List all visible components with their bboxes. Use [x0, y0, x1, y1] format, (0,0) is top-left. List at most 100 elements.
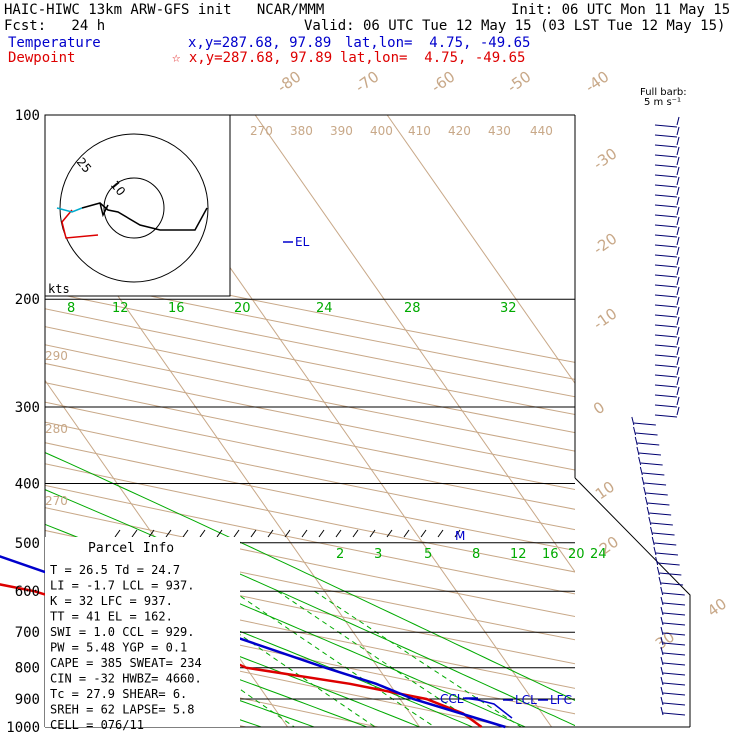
wind-barb-flag: [651, 536, 655, 546]
wind-barb-flag: [676, 406, 680, 416]
wind-barb-flag: [676, 286, 680, 296]
wind-barb-shaft: [649, 512, 672, 516]
wind-barb-shaft: [657, 562, 680, 566]
mixing-ratio-label: 3: [374, 547, 382, 562]
wind-barb-flag: [676, 156, 680, 166]
wind-barb-shaft: [654, 394, 678, 398]
wind-barbs: Full barb:5 m s⁻¹: [631, 87, 687, 716]
wind-barb-flag: [676, 306, 680, 316]
wind-barb-shaft: [654, 154, 678, 158]
wind-barb-shaft: [654, 374, 678, 378]
temperature-legend-label: Temperature: [8, 35, 101, 51]
wind-barb-shaft: [662, 592, 685, 596]
ccl-marker: CCL: [440, 692, 464, 706]
wind-barb-flag: [638, 456, 642, 466]
wind-barb-shaft: [654, 364, 678, 368]
wind-barb-shaft: [637, 442, 660, 446]
pressure-label-800: 800: [15, 661, 40, 677]
header-line1-right: Init: 06 UTC Mon 11 May 15: [511, 2, 731, 18]
wind-barb-flag: [634, 436, 638, 446]
wind-barb-shaft: [654, 134, 678, 138]
parcel-info-row: K = 32 LFC = 937.: [50, 594, 173, 608]
wind-barb-flag: [676, 166, 680, 176]
wind-barb-flag: [676, 196, 680, 206]
wind-barb-shaft: [654, 284, 678, 288]
wind-barb-shaft: [662, 682, 686, 686]
wind-barb-shaft: [662, 662, 686, 666]
wind-barb-flag: [676, 266, 680, 276]
freezing-level-tick: [233, 529, 240, 538]
wind-barb-shaft: [654, 404, 678, 408]
pressure-label-100: 100: [15, 108, 40, 124]
wind-barb-shaft: [654, 354, 678, 358]
wind-barb-shaft: [654, 244, 678, 248]
pressure-label-1000: 1000: [6, 720, 40, 736]
dewpoint-latlon: lat,lon= 4.75, -49.65: [340, 50, 526, 66]
wind-barb-flag: [676, 386, 680, 396]
isotherm-label: -10: [590, 304, 620, 333]
hodograph-trace-loop: [99, 202, 109, 218]
parcel-trace: [462, 697, 513, 719]
pressure-label-500: 500: [15, 536, 40, 552]
isotherm-label: -50: [504, 67, 534, 96]
wind-barb-flag: [639, 466, 643, 476]
mixing-ratio-line: [232, 590, 436, 727]
wind-barb-flag: [676, 316, 680, 326]
mixing-ratio-label: 12: [510, 547, 527, 562]
dry-adiabat-line: [45, 484, 575, 595]
wind-barb-shaft: [638, 452, 661, 456]
wind-barb-flag: [660, 656, 664, 666]
wind-barb-flag: [676, 366, 680, 376]
hodograph-units: kts: [48, 282, 70, 296]
theta-label: 400: [370, 124, 393, 138]
wind-barb-flag: [660, 686, 664, 696]
mixing-ratio-label: 5: [424, 547, 432, 562]
parcel-info-row: LI = -1.7 LCL = 937.: [50, 579, 195, 593]
freezing-level-tick: [352, 529, 359, 538]
wind-barb-flag: [676, 206, 680, 216]
dry-adiabat-line: [45, 602, 575, 715]
isotherm-line: [254, 115, 575, 573]
dry-adiabat-line: [45, 628, 513, 727]
pressure-label-900: 900: [15, 692, 40, 708]
wind-barb-shaft: [662, 702, 686, 706]
wind-barb-flag: [676, 396, 680, 406]
isotherm-label: 40: [704, 595, 730, 621]
wind-barb-flag: [676, 336, 680, 346]
wind-barb-flag: [660, 626, 664, 636]
wind-barb-flag: [676, 186, 680, 196]
freezing-level-tick: [267, 529, 274, 538]
mixing-ratio-label: 24: [590, 547, 607, 562]
isotherm-label: -30: [590, 144, 620, 173]
dry-adiabat-line: [0, 115, 39, 740]
moist-adiabat-label: 28: [404, 301, 421, 316]
moist-adiabat-line: [45, 611, 367, 727]
wind-barb-shaft: [654, 344, 678, 348]
moist-adiabat-label: 8: [67, 301, 75, 316]
wind-barb-flag: [648, 516, 652, 526]
wind-barb-shaft: [662, 672, 686, 676]
wind-barb-flag: [676, 216, 680, 226]
isotherm-label: -60: [428, 67, 458, 96]
freezing-level-tick: [403, 529, 410, 538]
wind-barb-flag: [676, 376, 680, 386]
isotherm-label: -40: [582, 67, 612, 96]
wind-barb-flag: [676, 246, 680, 256]
freezing-level-tick: [199, 529, 206, 538]
hodograph-trace-low: [61, 209, 99, 239]
wind-barb-shaft: [654, 334, 678, 338]
pressure-label-700: 700: [15, 625, 40, 641]
wind-barb-shaft: [654, 264, 678, 268]
wind-barb-flag: [660, 676, 664, 686]
dewpoint-legend-label: Dewpoint: [8, 50, 76, 66]
wind-barb-shaft: [654, 214, 678, 218]
isotherm-label: -70: [352, 67, 382, 96]
wind-barb-shaft: [654, 194, 678, 198]
theta-label: 270: [250, 124, 273, 138]
wind-barb-flag: [655, 556, 659, 566]
wind-barb-shaft: [661, 582, 684, 586]
wind-barb-shaft: [662, 712, 686, 716]
parcel-info-row: T = 26.5 Td = 24.7: [50, 563, 180, 577]
hodograph-trace-upper: [81, 202, 208, 231]
